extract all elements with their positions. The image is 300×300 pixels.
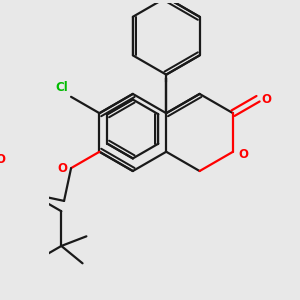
Text: Cl: Cl (56, 81, 68, 94)
Text: O: O (262, 93, 272, 106)
Text: O: O (58, 162, 68, 175)
Text: O: O (238, 148, 248, 161)
Text: O: O (0, 153, 5, 166)
